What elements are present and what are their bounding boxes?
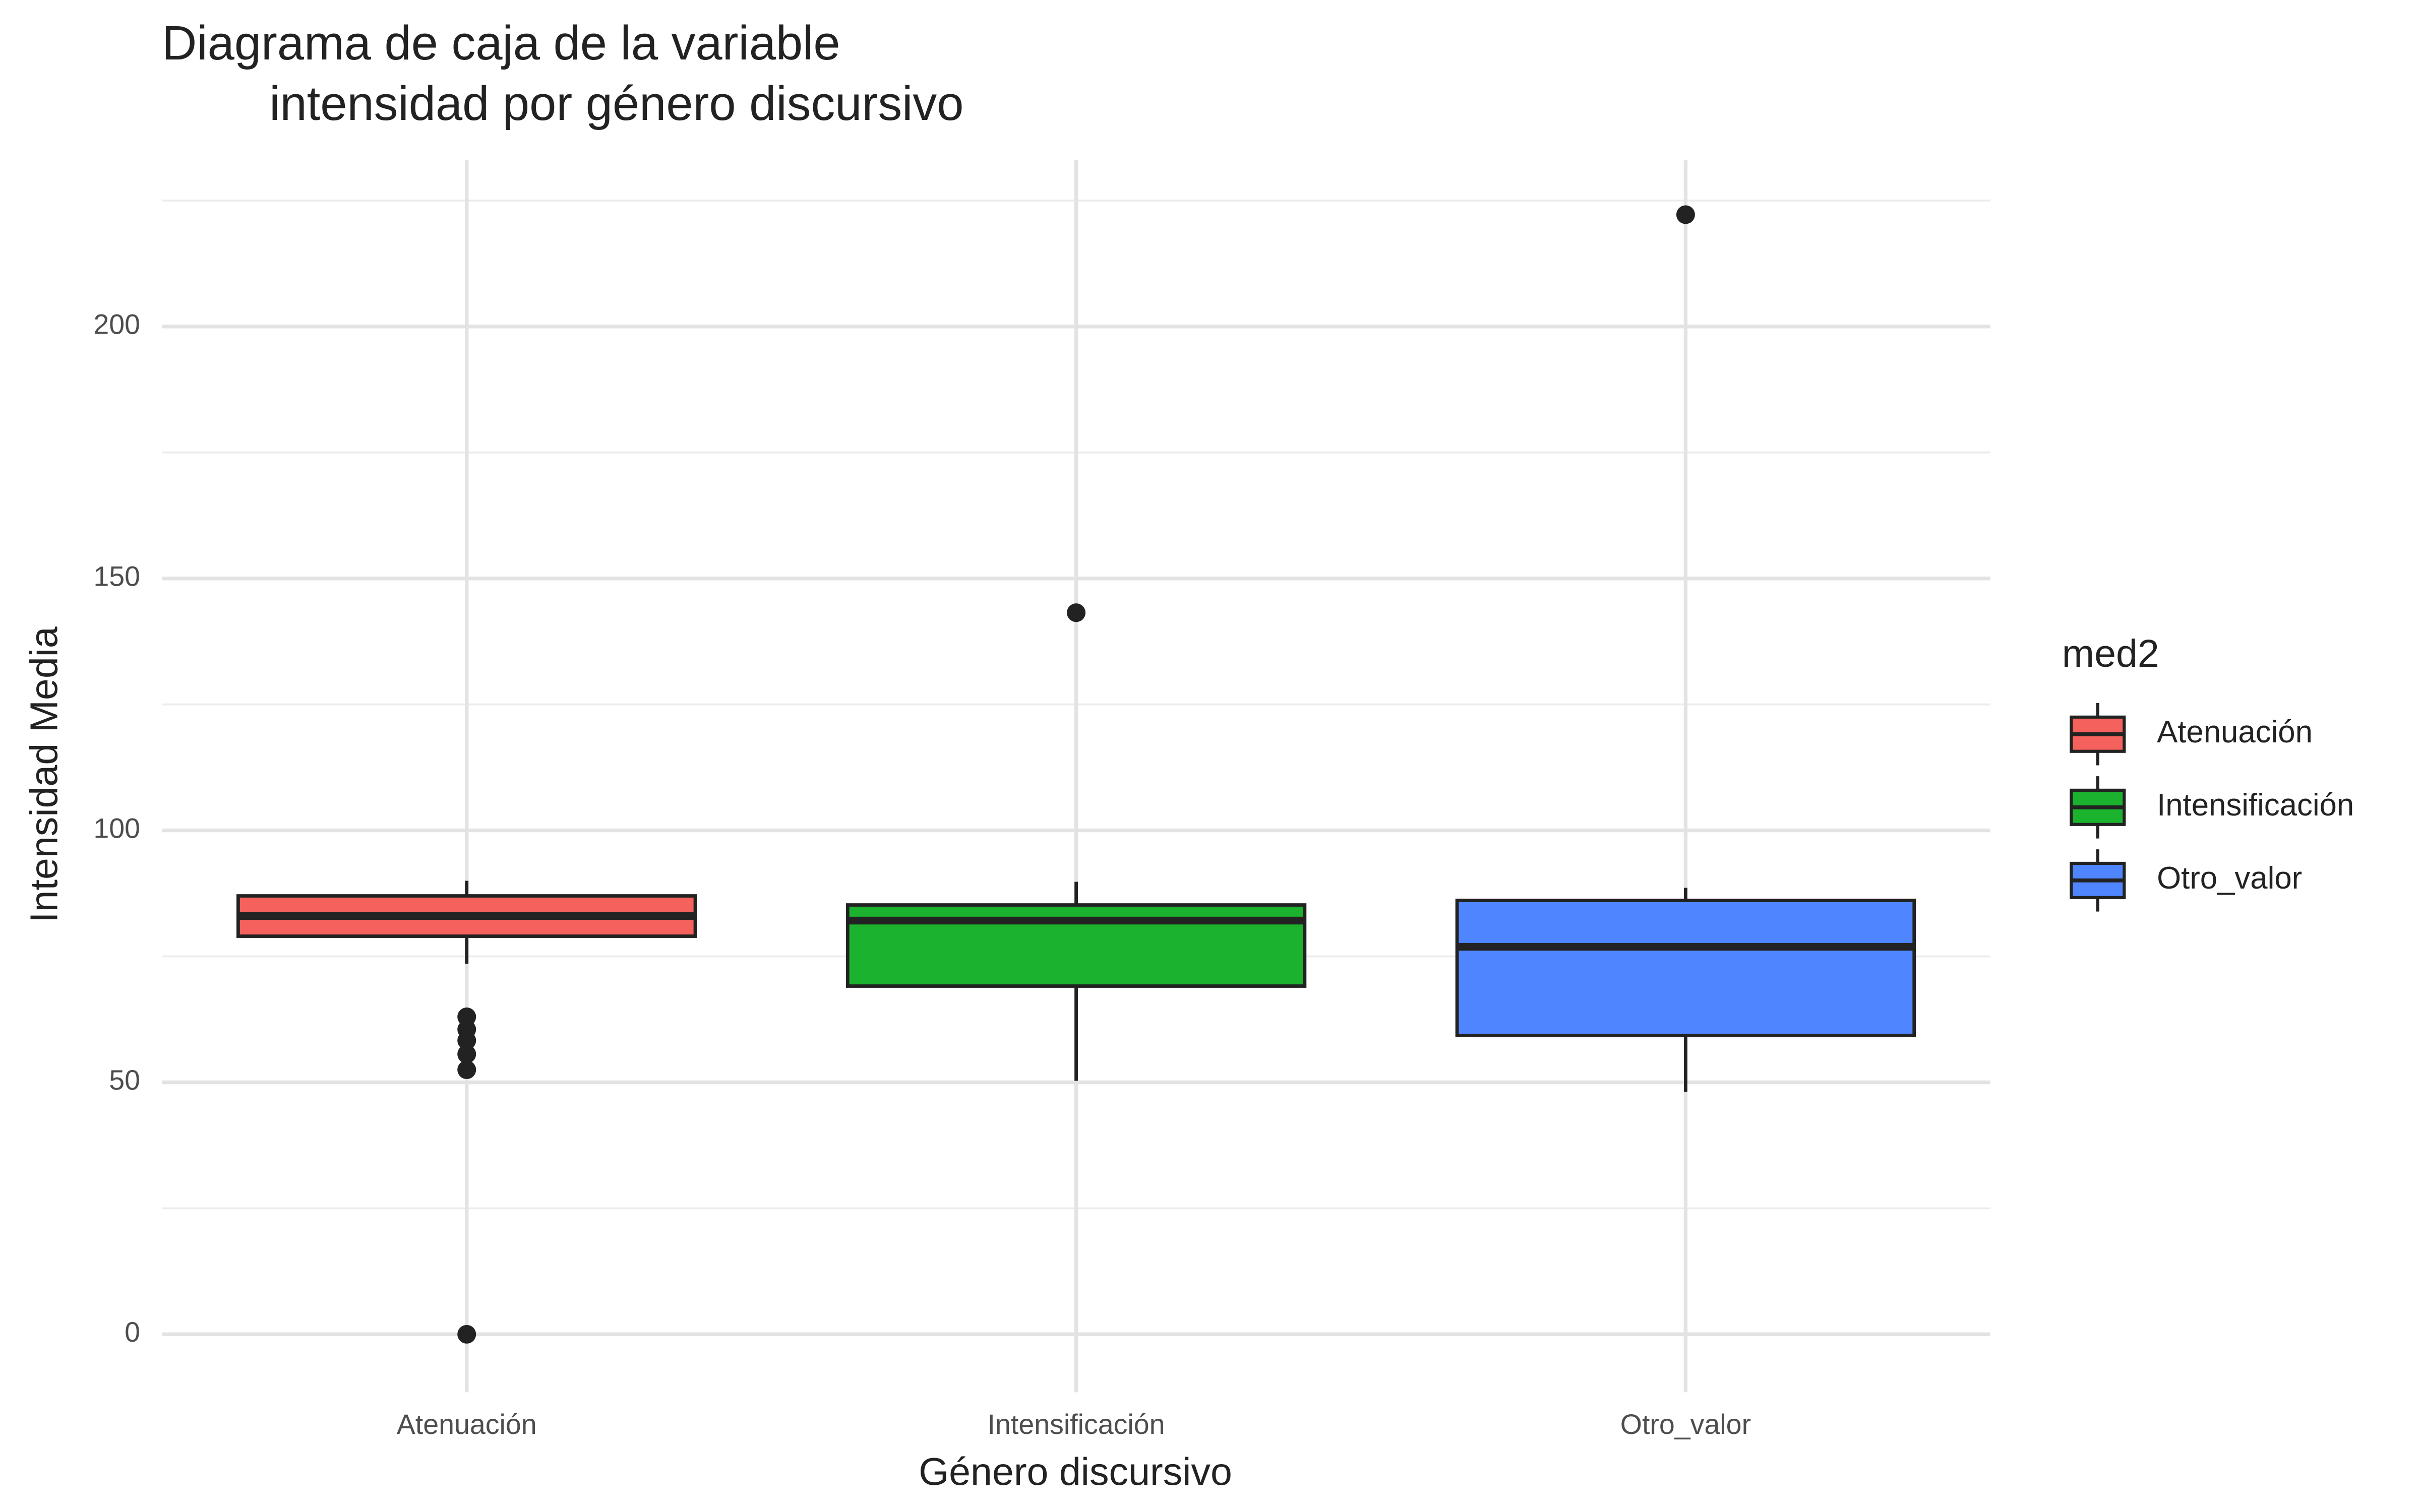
x-tick-label: Otro_valor [1620, 1409, 1751, 1440]
legend-label: Otro_valor [2157, 861, 2302, 896]
outlier [457, 1044, 476, 1064]
outlier [457, 1325, 476, 1344]
y-tick-label: 0 [125, 1316, 140, 1348]
box [1455, 899, 1916, 1037]
y-axis-title: Intensidad Media [22, 626, 66, 923]
x-tick-label: Intensificación [988, 1409, 1165, 1440]
outlier [1067, 603, 1086, 622]
outlier [1676, 205, 1695, 224]
y-tick-label: 150 [93, 560, 140, 592]
x-axis-title: Género discursivo [919, 1450, 1232, 1493]
y-tick-label: 100 [93, 812, 140, 844]
y-tick-label: 200 [93, 308, 140, 340]
y-tick-label: 50 [109, 1064, 140, 1096]
x-tick-label: Atenuación [397, 1409, 537, 1440]
legend-label: Atenuación [2157, 715, 2313, 749]
outlier [457, 1060, 476, 1080]
legend-label: Intensificación [2157, 788, 2354, 823]
chart-title: Diagrama de caja de la variable [162, 16, 840, 70]
chart-title: intensidad por género discursivo [269, 77, 963, 131]
outlier [457, 1031, 476, 1050]
legend-title: med2 [2062, 632, 2159, 675]
